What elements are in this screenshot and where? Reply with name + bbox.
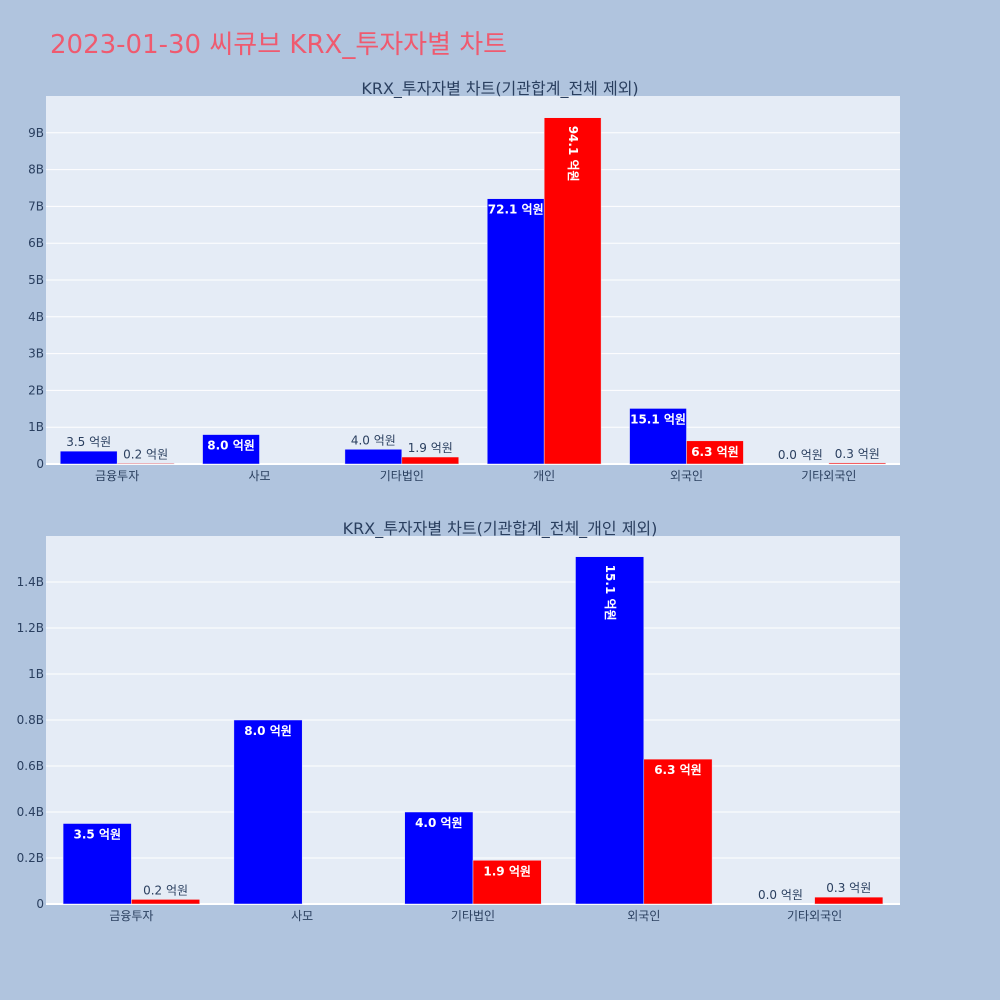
bar-value-label: 0.2 억원 — [143, 883, 188, 897]
y-tick-label: 0 — [36, 457, 44, 471]
bar-value-label: 0.3 억원 — [826, 881, 871, 895]
bar — [233, 719, 303, 905]
y-tick-label: 1B — [28, 420, 44, 434]
bar-value-label: 0.2 억원 — [123, 447, 168, 461]
y-tick-label: 0.6B — [17, 759, 44, 773]
bar-value-label: 4.0 억원 — [351, 433, 396, 447]
bar — [116, 463, 175, 465]
x-tick-label: 금융투자 — [95, 469, 139, 483]
y-tick-label: 1.4B — [17, 575, 44, 589]
chart-title: KRX_투자자별 차트(기관합계_전체_개인 제외) — [343, 519, 658, 539]
investor-chart-all: KRX_투자자별 차트(기관합계_전체 제외) 0 1B 2B 3B 4B 5B 6B 7B 8B… — [28, 79, 900, 483]
bar-value-label: 8.0 억원 — [244, 724, 292, 738]
bar-value-label: 3.5 억원 — [66, 435, 111, 449]
y-tick-label: 5B — [28, 273, 44, 287]
bar-value-label: 6.3 억원 — [654, 763, 702, 777]
y-tick-label: 0.8B — [17, 713, 44, 727]
page-title: 2023-01-30 씨큐브 KRX_투자자별 차트 — [50, 30, 508, 60]
bar — [828, 462, 887, 465]
y-tick-label: 2B — [28, 383, 44, 397]
bar — [486, 198, 545, 465]
chart-title: KRX_투자자별 차트(기관합계_전체 제외) — [361, 79, 638, 99]
bar-value-label: 4.0 억원 — [415, 816, 463, 830]
x-tick-label: 사모 — [291, 909, 313, 923]
bar-value-label: 72.1 억원 — [488, 203, 544, 217]
bar — [629, 408, 687, 465]
bar-value-label: 3.5 억원 — [73, 828, 121, 842]
bar — [686, 440, 744, 465]
bar — [401, 456, 460, 465]
bar — [643, 758, 713, 905]
y-tick-label: 0 — [36, 897, 44, 911]
bar-value-label: 1.9 억원 — [483, 864, 531, 878]
y-tick-label: 1.2B — [17, 621, 44, 635]
x-tick-label: 기타법인 — [380, 469, 424, 483]
y-tick-label: 6B — [28, 236, 44, 250]
investor-chart-excl-individual: KRX_투자자별 차트(기관합계_전체_개인 제외) 0 0.2B 0.4B 0.6B 0… — [17, 519, 900, 923]
y-tick-label: 7B — [28, 199, 44, 213]
x-tick-label: 사모 — [248, 469, 270, 483]
bar — [575, 556, 645, 905]
y-tick-label: 0.2B — [17, 851, 44, 865]
bar-value-label: 15.1 억원 — [603, 565, 617, 621]
x-tick-label: 기타외국인 — [787, 909, 842, 923]
x-tick-label: 기타외국인 — [801, 469, 856, 483]
bar-value-label: 0.0 억원 — [778, 448, 823, 462]
bar — [59, 450, 118, 465]
bar — [543, 117, 602, 465]
y-tick-label: 9B — [28, 126, 44, 140]
bar-value-label: 0.0 억원 — [758, 888, 803, 902]
bar — [814, 896, 884, 905]
bar-value-label: 15.1 억원 — [630, 412, 686, 426]
y-tick-label: 4B — [28, 310, 44, 324]
bar — [131, 899, 200, 905]
bar — [202, 434, 260, 465]
x-tick-label: 기타법인 — [451, 909, 495, 923]
bar — [404, 811, 474, 905]
y-tick-label: 1B — [28, 667, 44, 681]
x-tick-label: 외국인 — [670, 469, 703, 483]
y-tick-label: 3B — [28, 347, 44, 361]
y-tick-label: 0.4B — [17, 805, 44, 819]
bar-value-label: 6.3 억원 — [691, 445, 739, 459]
x-tick-label: 외국인 — [627, 909, 660, 923]
bar — [62, 823, 132, 905]
bar-value-label: 94.1 억원 — [566, 126, 580, 182]
bar-value-label: 0.3 억원 — [835, 447, 880, 461]
bar — [344, 449, 403, 465]
bar-value-label: 1.9 억원 — [408, 441, 453, 455]
bar — [472, 860, 542, 905]
x-tick-label: 금융투자 — [109, 909, 153, 923]
y-tick-label: 8B — [28, 163, 44, 177]
x-tick-label: 개인 — [533, 469, 555, 483]
bar-value-label: 8.0 억원 — [207, 439, 255, 453]
